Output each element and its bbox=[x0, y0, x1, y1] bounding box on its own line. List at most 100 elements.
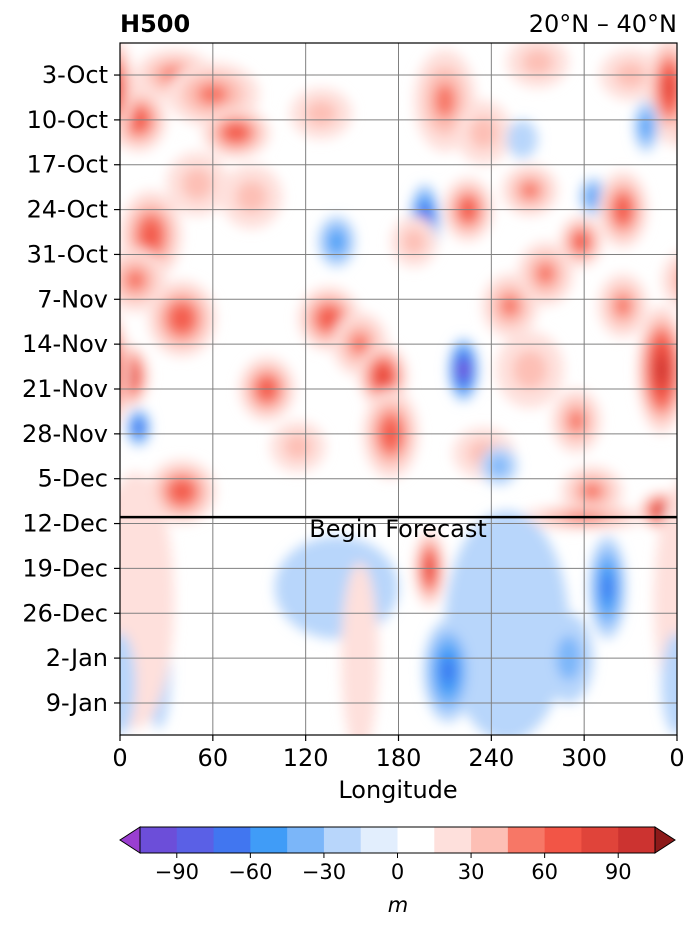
chart-title-left: H500 bbox=[120, 10, 190, 38]
y-tick-label: 31-Oct bbox=[27, 240, 108, 268]
y-tick-label: 3-Oct bbox=[42, 61, 108, 89]
anomaly-contour bbox=[489, 456, 509, 476]
colorbar-bin bbox=[507, 827, 546, 853]
anomaly-contour bbox=[588, 190, 599, 204]
anomaly-contour bbox=[402, 228, 426, 255]
colorbar-bin bbox=[471, 827, 509, 853]
x-tick-label: 180 bbox=[376, 744, 422, 772]
x-tick-label: 0 bbox=[669, 744, 684, 772]
anomaly-contour bbox=[444, 510, 569, 735]
colorbar-bin bbox=[581, 827, 619, 853]
y-tick-label: 19-Dec bbox=[22, 554, 108, 582]
anomaly-contour bbox=[173, 308, 191, 329]
anomaly-contour bbox=[681, 371, 688, 382]
anomaly-blob bbox=[444, 510, 569, 735]
y-tick-label: 21-Nov bbox=[22, 375, 108, 403]
anomaly-contour bbox=[321, 310, 337, 327]
x-tick-label: 240 bbox=[468, 744, 514, 772]
y-tick-label: 5-Dec bbox=[38, 465, 108, 493]
anomaly-contour bbox=[330, 233, 343, 251]
anomaly-contour bbox=[461, 365, 466, 375]
anomaly-contour bbox=[664, 77, 674, 99]
anomaly-contour bbox=[520, 181, 540, 199]
anomaly-blob bbox=[517, 241, 574, 306]
anomaly-contour bbox=[661, 252, 677, 308]
anomaly-blob bbox=[502, 164, 558, 217]
grid bbox=[120, 43, 677, 735]
anomaly-blob bbox=[448, 337, 479, 402]
anomaly-contour bbox=[305, 100, 337, 127]
colorbar-extend-low bbox=[119, 826, 141, 854]
anomaly-blob bbox=[220, 164, 283, 229]
anomaly-contour bbox=[581, 482, 603, 501]
anomaly-contour bbox=[120, 472, 175, 729]
anomaly-blob bbox=[551, 389, 602, 454]
colorbar-bin bbox=[360, 827, 398, 853]
anomaly-contour bbox=[689, 112, 697, 128]
colorbar-bin bbox=[140, 827, 178, 853]
anomaly-contour bbox=[641, 117, 651, 135]
anomaly-contour bbox=[500, 295, 520, 317]
x-axis: 0 60 120 180 240 300 0 bbox=[112, 735, 685, 772]
colorbar-tick-label: −60 bbox=[228, 860, 272, 884]
anomaly-blob bbox=[108, 43, 677, 140]
anomaly-contour bbox=[125, 269, 146, 291]
colorbar-tick-label: 0 bbox=[391, 860, 404, 884]
y-tick-label: 28-Nov bbox=[22, 420, 108, 448]
anomaly-contour bbox=[274, 536, 399, 639]
anomaly-contour bbox=[441, 658, 455, 684]
colorbar-tick-label: 60 bbox=[531, 860, 558, 884]
anomaly-contour bbox=[671, 265, 677, 295]
anomaly-blob bbox=[270, 421, 326, 473]
colorbar-tick-label: −30 bbox=[302, 860, 346, 884]
colorbar-extend-high bbox=[654, 826, 676, 854]
anomaly-blob bbox=[120, 305, 677, 434]
anomaly-blob bbox=[147, 459, 216, 524]
x-tick-label: 120 bbox=[283, 744, 329, 772]
y-tick-label: 12-Dec bbox=[22, 510, 108, 538]
y-tick-label: 24-Oct bbox=[27, 196, 108, 224]
colorbar-bin bbox=[250, 827, 288, 853]
colorbar-tick-label: 90 bbox=[605, 860, 632, 884]
colorbar-label: m bbox=[388, 893, 408, 917]
anomaly-blob bbox=[290, 87, 353, 140]
anomaly-blob bbox=[318, 216, 356, 268]
anomaly-blob bbox=[341, 562, 379, 735]
y-tick-label: 2-Jan bbox=[46, 644, 108, 672]
colorbar-bin bbox=[176, 827, 215, 853]
anomaly-contour bbox=[227, 126, 245, 140]
y-tick-label: 7-Nov bbox=[37, 285, 108, 313]
anomaly-contour bbox=[536, 262, 555, 285]
y-tick-label: 9-Jan bbox=[46, 689, 108, 717]
anomaly-contour bbox=[108, 78, 117, 99]
anomaly-contour bbox=[173, 483, 191, 500]
x-tick-label: 300 bbox=[561, 744, 607, 772]
colorbar-bin bbox=[287, 827, 325, 853]
anomaly-blob bbox=[495, 331, 565, 409]
colorbar-bin bbox=[323, 827, 362, 853]
anomaly-blob bbox=[423, 619, 473, 723]
x-axis-label: Longitude bbox=[338, 776, 457, 804]
anomaly-blob bbox=[202, 107, 271, 159]
colorbar-bin bbox=[544, 827, 582, 853]
anomaly-blob bbox=[166, 151, 229, 216]
anomaly-blob bbox=[506, 119, 538, 159]
anomaly-blob bbox=[455, 100, 512, 165]
anomaly-contour bbox=[512, 350, 548, 389]
anomaly-contour bbox=[614, 295, 632, 317]
anomaly-contour bbox=[568, 410, 585, 432]
anomaly-contour bbox=[136, 423, 142, 432]
anomaly-contour bbox=[678, 366, 692, 387]
anomaly-contour bbox=[181, 167, 213, 200]
anomaly-contour bbox=[575, 235, 587, 249]
anomaly-contour bbox=[506, 119, 538, 159]
anomaly-blob bbox=[598, 273, 648, 338]
anomaly-contour bbox=[602, 574, 613, 601]
forecast-label: Begin Forecast bbox=[309, 515, 487, 543]
plot-area bbox=[108, 43, 697, 735]
colorbar-tick-label: 30 bbox=[458, 860, 485, 884]
colorbar-tick-label: −90 bbox=[155, 860, 199, 884]
anomaly-blob bbox=[390, 216, 438, 268]
x-tick-label: 0 bbox=[112, 744, 127, 772]
